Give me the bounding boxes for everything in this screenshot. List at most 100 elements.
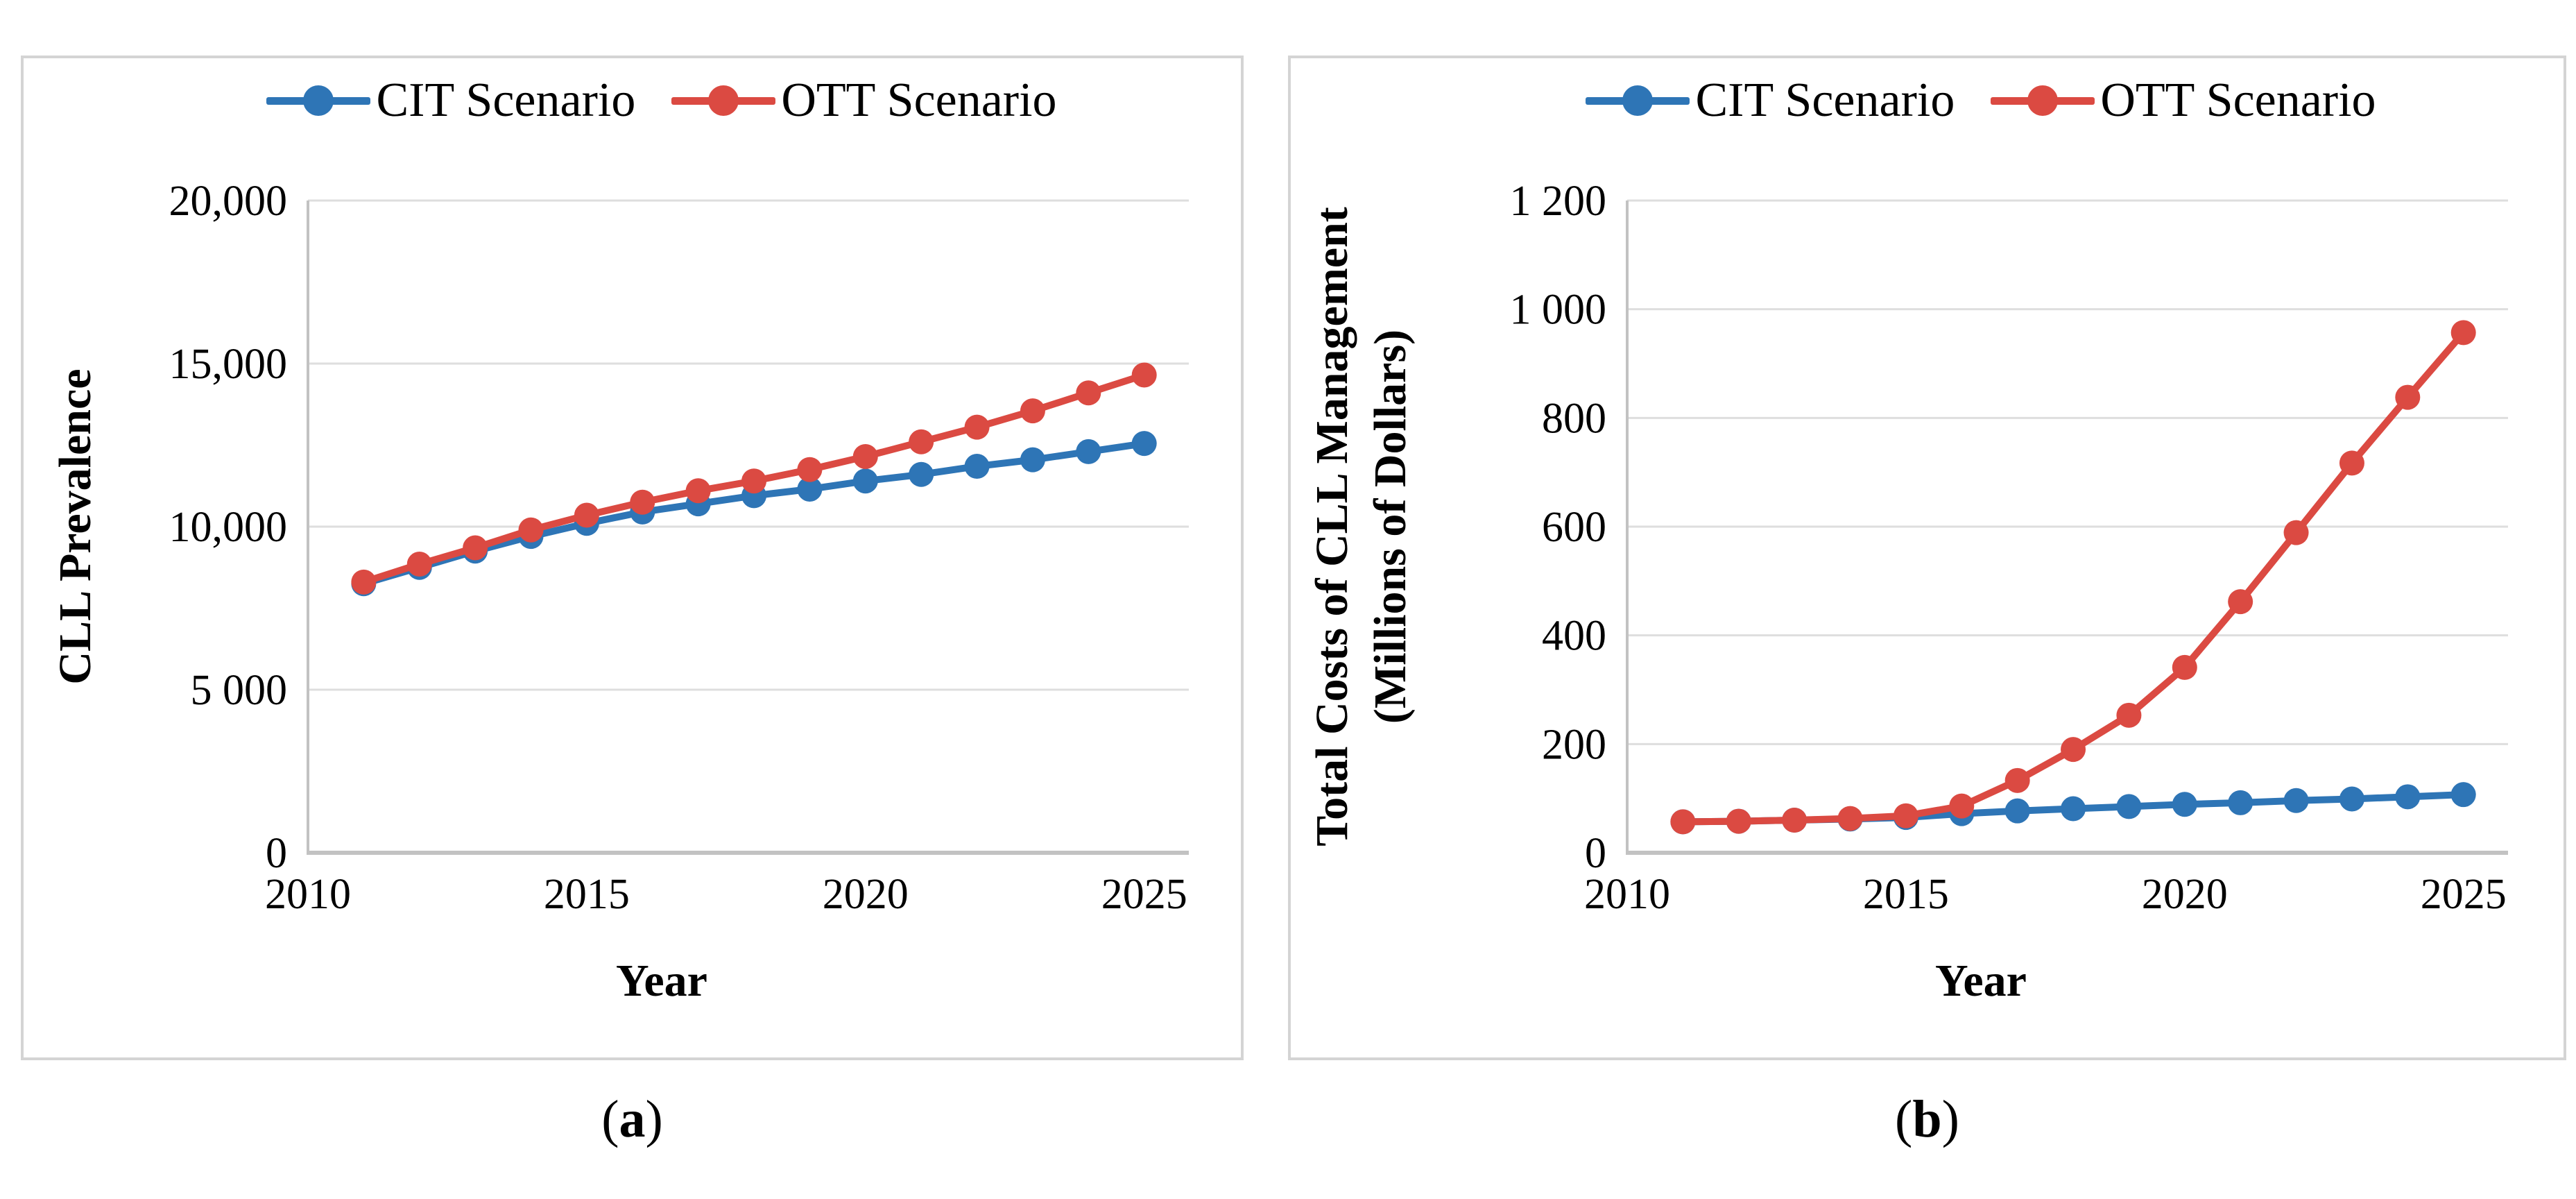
data-point-ott-scenario (741, 468, 767, 494)
data-point-ott-scenario (406, 552, 432, 577)
data-point-ott-scenario (852, 443, 878, 469)
x-tick-label: 2025 (2421, 871, 2507, 918)
data-point-ott-scenario (1726, 808, 1751, 834)
caption-a-open: ( (601, 1090, 619, 1148)
y-tick-label: 600 (1542, 504, 1606, 551)
x-tick-label: 2020 (2142, 871, 2228, 918)
x-tick-label: 2010 (1584, 871, 1670, 918)
data-point-ott-scenario (2395, 384, 2421, 410)
data-point-cit-scenario (2228, 790, 2253, 815)
legend-item-cit: CIT Scenario (1586, 76, 1955, 125)
data-point-cit-scenario (852, 468, 878, 494)
data-point-ott-scenario (1076, 380, 1101, 406)
caption-a-letter: a (619, 1090, 646, 1148)
y-tick-label: 1 200 (1510, 180, 1607, 225)
caption-b: (b) (1288, 1090, 2566, 1149)
data-point-cit-scenario (2450, 782, 2476, 808)
data-point-cit-scenario (2004, 798, 2030, 824)
x-tick-label: 2020 (823, 871, 909, 918)
data-point-ott-scenario (1949, 793, 1975, 819)
y-axis-title-b-line2: (Millions of Dollars) (1365, 329, 1416, 724)
data-point-cit-scenario (1020, 447, 1045, 473)
y-tick-label: 0 (1585, 830, 1606, 877)
data-point-ott-scenario (797, 457, 823, 482)
cit-line-marker-icon (266, 96, 371, 105)
data-point-cit-scenario (1076, 439, 1101, 464)
y-tick-label: 10,000 (169, 504, 288, 551)
data-point-ott-scenario (2004, 767, 2030, 793)
data-point-ott-scenario (2116, 702, 2142, 728)
data-point-cit-scenario (2116, 794, 2142, 819)
data-point-ott-scenario (2450, 320, 2476, 346)
y-tick-label: 15,000 (169, 341, 288, 388)
data-point-cit-scenario (2339, 786, 2364, 812)
data-point-ott-scenario (1782, 808, 1808, 833)
chart-b-canvas: 0 200 400 600 800 1 000 1 200 2010 2015 2020 2025 (1510, 180, 2508, 918)
y-tick-label: 1 000 (1510, 287, 1607, 334)
chart-a-canvas: 0 5 000 10,000 15,000 20,000 2010 2015 2020 2025 (169, 180, 1189, 918)
data-point-cit-scenario (2061, 796, 2086, 822)
data-point-ott-scenario (2283, 520, 2309, 545)
x-axis-title-b: Year (1935, 955, 2027, 1006)
legend-a: CIT Scenario OTT Scenario (107, 76, 1217, 125)
data-point-ott-scenario (2339, 450, 2364, 476)
y-axis-title-b: Total Costs of CLL Management (Millions … (1303, 76, 1420, 978)
data-point-cit-scenario (909, 461, 934, 487)
data-point-ott-scenario (1893, 803, 1918, 828)
legend-label-cit: CIT Scenario (376, 74, 636, 127)
data-point-cit-scenario (1131, 431, 1157, 457)
panel-a: CIT Scenario OTT Scenario CLL Prevalence… (21, 56, 1244, 1060)
legend-item-ott: OTT Scenario (1991, 76, 2376, 125)
y-axis-title-b-line1: Total Costs of CLL Management (1307, 207, 1357, 847)
data-point-ott-scenario (1837, 806, 1863, 831)
caption-b-open: ( (1895, 1090, 1913, 1148)
legend-label-cit: CIT Scenario (1695, 74, 1955, 127)
y-tick-label: 20,000 (169, 180, 288, 225)
x-axis-title-a: Year (616, 955, 707, 1006)
ott-line-marker-icon (671, 96, 776, 105)
data-point-ott-scenario (574, 502, 599, 528)
y-tick-label: 5 000 (191, 667, 288, 714)
cit-line-marker-icon (1586, 96, 1690, 105)
panel-b: CIT Scenario OTT Scenario Total Costs of… (1288, 56, 2566, 1060)
caption-a-close: ) (645, 1090, 663, 1148)
data-point-cit-scenario (2395, 784, 2421, 810)
data-point-ott-scenario (2228, 589, 2253, 615)
caption-b-close: ) (1941, 1090, 1959, 1148)
ott-line-marker-icon (1991, 96, 2095, 105)
legend-b: CIT Scenario OTT Scenario (1426, 76, 2536, 125)
data-point-ott-scenario (2172, 654, 2197, 680)
data-point-ott-scenario (463, 535, 488, 561)
x-tick-label: 2025 (1101, 871, 1187, 918)
data-point-ott-scenario (1131, 362, 1157, 388)
data-point-cit-scenario (2172, 792, 2197, 817)
data-point-ott-scenario (351, 569, 377, 595)
y-axis-title-a-text: CLL Prevalence (50, 368, 101, 685)
data-point-ott-scenario (909, 429, 934, 454)
data-point-cit-scenario (797, 476, 823, 502)
x-tick-label: 2015 (1863, 871, 1949, 918)
legend-label-ott: OTT Scenario (781, 74, 1057, 127)
data-point-ott-scenario (518, 517, 544, 543)
data-point-ott-scenario (2061, 737, 2086, 763)
data-point-ott-scenario (630, 489, 655, 515)
y-tick-label: 800 (1542, 395, 1606, 442)
data-point-cit-scenario (964, 454, 990, 479)
data-point-ott-scenario (1670, 809, 1696, 835)
x-tick-label: 2015 (544, 871, 630, 918)
legend-item-cit: CIT Scenario (266, 76, 635, 125)
y-tick-label: 200 (1542, 721, 1606, 768)
y-tick-label: 0 (266, 830, 287, 877)
caption-b-letter: b (1912, 1090, 1942, 1148)
data-point-ott-scenario (1020, 398, 1045, 424)
y-tick-label: 400 (1542, 613, 1606, 660)
legend-item-ott: OTT Scenario (671, 74, 1057, 127)
data-point-ott-scenario (685, 478, 711, 504)
y-axis-title-a: CLL Prevalence (46, 145, 105, 908)
data-point-cit-scenario (2283, 788, 2309, 813)
data-point-ott-scenario (964, 414, 990, 440)
legend-label-ott: OTT Scenario (2100, 74, 2376, 127)
caption-a: (a) (21, 1090, 1244, 1149)
x-tick-label: 2010 (265, 871, 351, 918)
